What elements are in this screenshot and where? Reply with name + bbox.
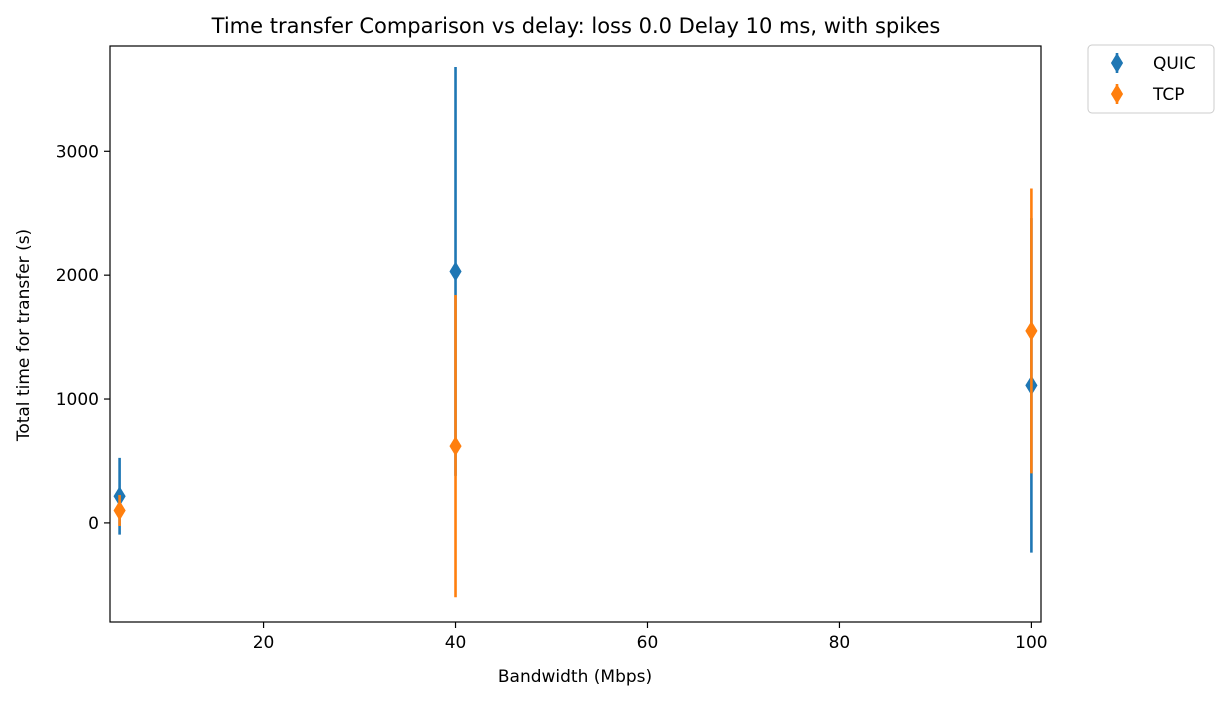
x-tick-label: 80: [829, 633, 851, 653]
data-point: [449, 261, 462, 282]
data-point: [1025, 320, 1038, 341]
series-tcp: [113, 188, 1038, 598]
legend-swatch-marker: [1110, 84, 1124, 104]
legend-label: TCP: [1152, 85, 1185, 105]
legend-items: QUIC TCP: [1110, 53, 1196, 105]
axes-frame: [109, 45, 1042, 623]
y-tick-label: 1000: [56, 390, 99, 410]
axes-border: [109, 45, 1042, 623]
series-layer: [113, 67, 1038, 598]
x-tick-label: 40: [445, 633, 467, 653]
chart-title: Time transfer Comparison vs delay: loss …: [211, 14, 941, 38]
data-point: [113, 500, 126, 521]
y-axis-label: Total time for transfer (s): [14, 229, 34, 442]
legend: QUIC TCP: [1087, 44, 1215, 114]
x-tick-label: 100: [1015, 633, 1047, 653]
x-axis-label: Bandwidth (Mbps): [498, 667, 652, 687]
plot-background: [110, 46, 1041, 622]
x-tick-label: 60: [637, 633, 659, 653]
plot-area: [110, 46, 1041, 622]
y-tick-label: 0: [88, 514, 99, 534]
x-axis-ticks: 20 40 60 80 100: [253, 622, 1048, 653]
data-point: [449, 436, 462, 457]
y-tick-label: 2000: [56, 266, 99, 286]
y-axis-ticks: 0 1000 2000 3000: [56, 142, 110, 534]
legend-label: QUIC: [1153, 54, 1196, 74]
x-tick-label: 20: [253, 633, 275, 653]
y-tick-label: 3000: [56, 142, 99, 162]
legend-swatch-marker: [1110, 53, 1124, 73]
